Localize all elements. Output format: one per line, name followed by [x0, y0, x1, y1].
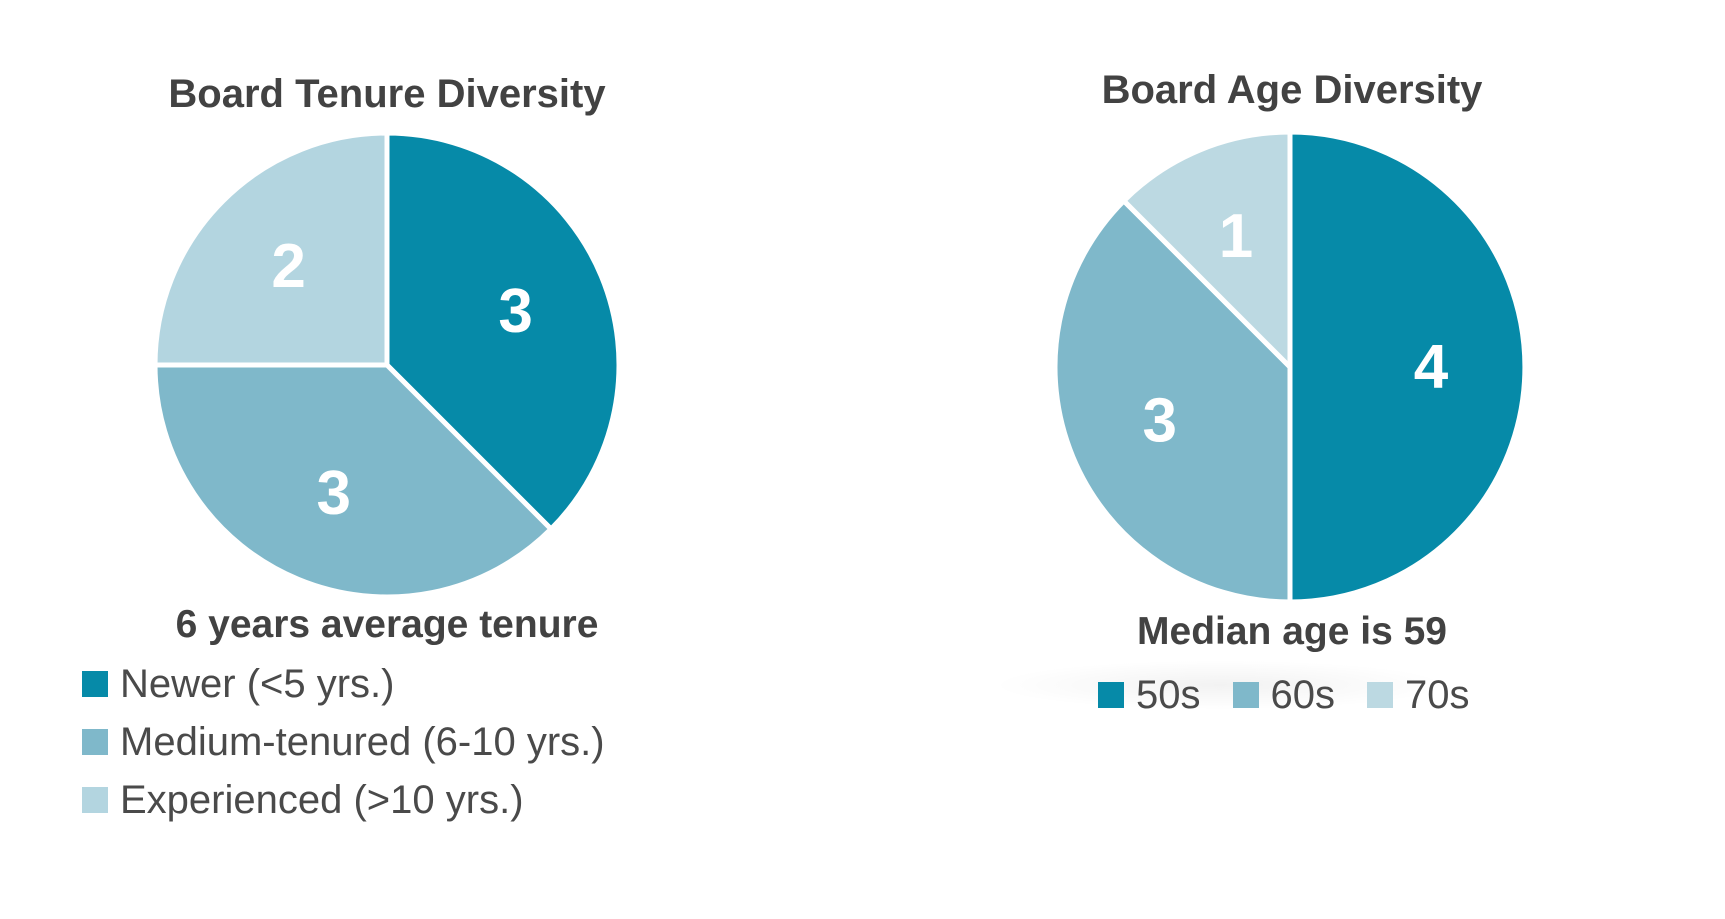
age-legend-item-70s: 70s [1367, 673, 1470, 718]
age-pie: 4 3 1 [1052, 129, 1528, 605]
tenure-chart-subtitle: 6 years average tenure [175, 603, 599, 646]
age-legend-label: 60s [1270, 672, 1336, 717]
tenure-legend-label: Experienced (>10 yrs.) [120, 777, 524, 822]
tenure-chart-title: Board Tenure Diversity [168, 72, 606, 116]
tenure-pie: 3 3 2 [152, 130, 622, 600]
tenure-legend-item-newer-5-yrs: Newer (<5 yrs.) [82, 655, 605, 713]
tenure-slice-label-newer-5-yrs: 3 [498, 277, 532, 346]
age-slice-label-60s: 3 [1142, 386, 1176, 455]
age-chart: Board Age Diversity 4 3 1 Median age is 59… [900, 0, 1700, 919]
age-slice-label-70s: 1 [1219, 202, 1253, 271]
tenure-legend-item-experienced-10-yrs: Experienced (>10 yrs.) [82, 771, 605, 829]
age-legend-item-50s: 50s [1098, 673, 1201, 718]
age-slice-70s [1121, 129, 1293, 370]
tenure-legend-label: Medium-tenured (6-10 yrs.) [120, 719, 605, 764]
tenure-legend-item-medium-tenured-6-10-yrs: Medium-tenured (6-10 yrs.) [82, 713, 605, 771]
age-slice-50s [1287, 129, 1528, 605]
age-legend-item-60s: 60s [1232, 672, 1336, 718]
age-legend-swatch [1098, 682, 1124, 708]
age-legend-label: 50s [1136, 672, 1201, 717]
tenure-slice-experienced-10-yrs [152, 130, 390, 368]
age-legend-swatch [1367, 682, 1393, 708]
tenure-legend-label: Newer (<5 yrs.) [120, 661, 395, 706]
tenure-legend: Newer (<5 yrs.) Medium-tenured (6-10 yrs.… [82, 655, 605, 829]
tenure-slice-label-medium-tenured-6-10-yrs: 3 [316, 459, 350, 528]
tenure-slice-newer-5-yrs [384, 130, 622, 532]
age-legend-swatch [1232, 682, 1259, 708]
age-legend-label: 70s [1405, 672, 1470, 717]
age-slice-60s [1052, 198, 1293, 605]
age-chart-title: Board Age Diversity [1101, 68, 1483, 112]
age-chart-subtitle: Median age is 59 [1137, 610, 1447, 653]
tenure-legend-swatch [82, 729, 108, 755]
tenure-slice-label-experienced-10-yrs: 2 [271, 232, 305, 301]
age-slice-label-50s: 4 [1414, 333, 1449, 402]
tenure-chart: Board Tenure Diversity 3 3 2 6 years avera… [0, 0, 780, 919]
age-legend: 50s 60s 70s [1098, 666, 1502, 724]
tenure-slice-medium-tenured-6-10-yrs [152, 362, 554, 600]
tenure-legend-swatch [82, 671, 108, 697]
tenure-legend-swatch [82, 787, 108, 813]
